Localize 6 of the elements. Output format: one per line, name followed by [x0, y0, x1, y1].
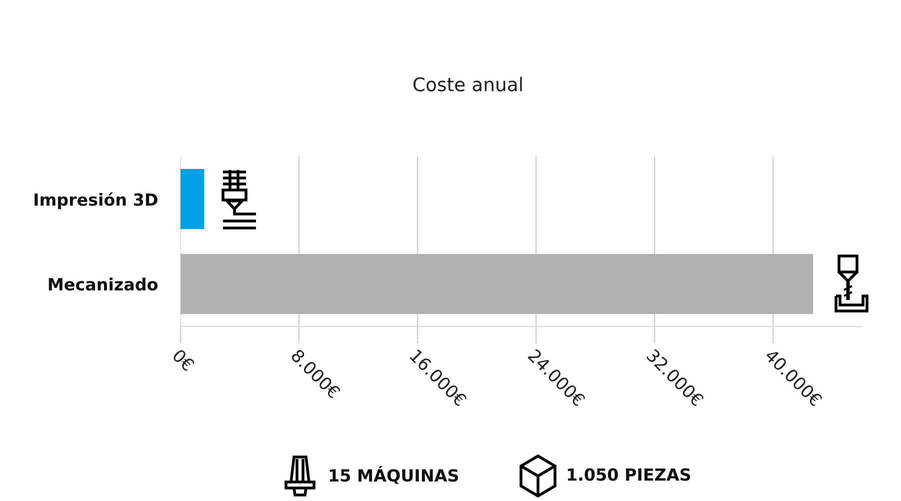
y-tick-label: Mecanizado [48, 278, 158, 291]
chart-title: Coste anual [413, 76, 522, 92]
text: 15 MÁQUINAS [330, 466, 458, 484]
x-tick-label: 0€ [172, 348, 196, 372]
y-tick-label: Impresión 3D [34, 192, 158, 210]
text: 1.050 PIEZAS [568, 468, 690, 481]
